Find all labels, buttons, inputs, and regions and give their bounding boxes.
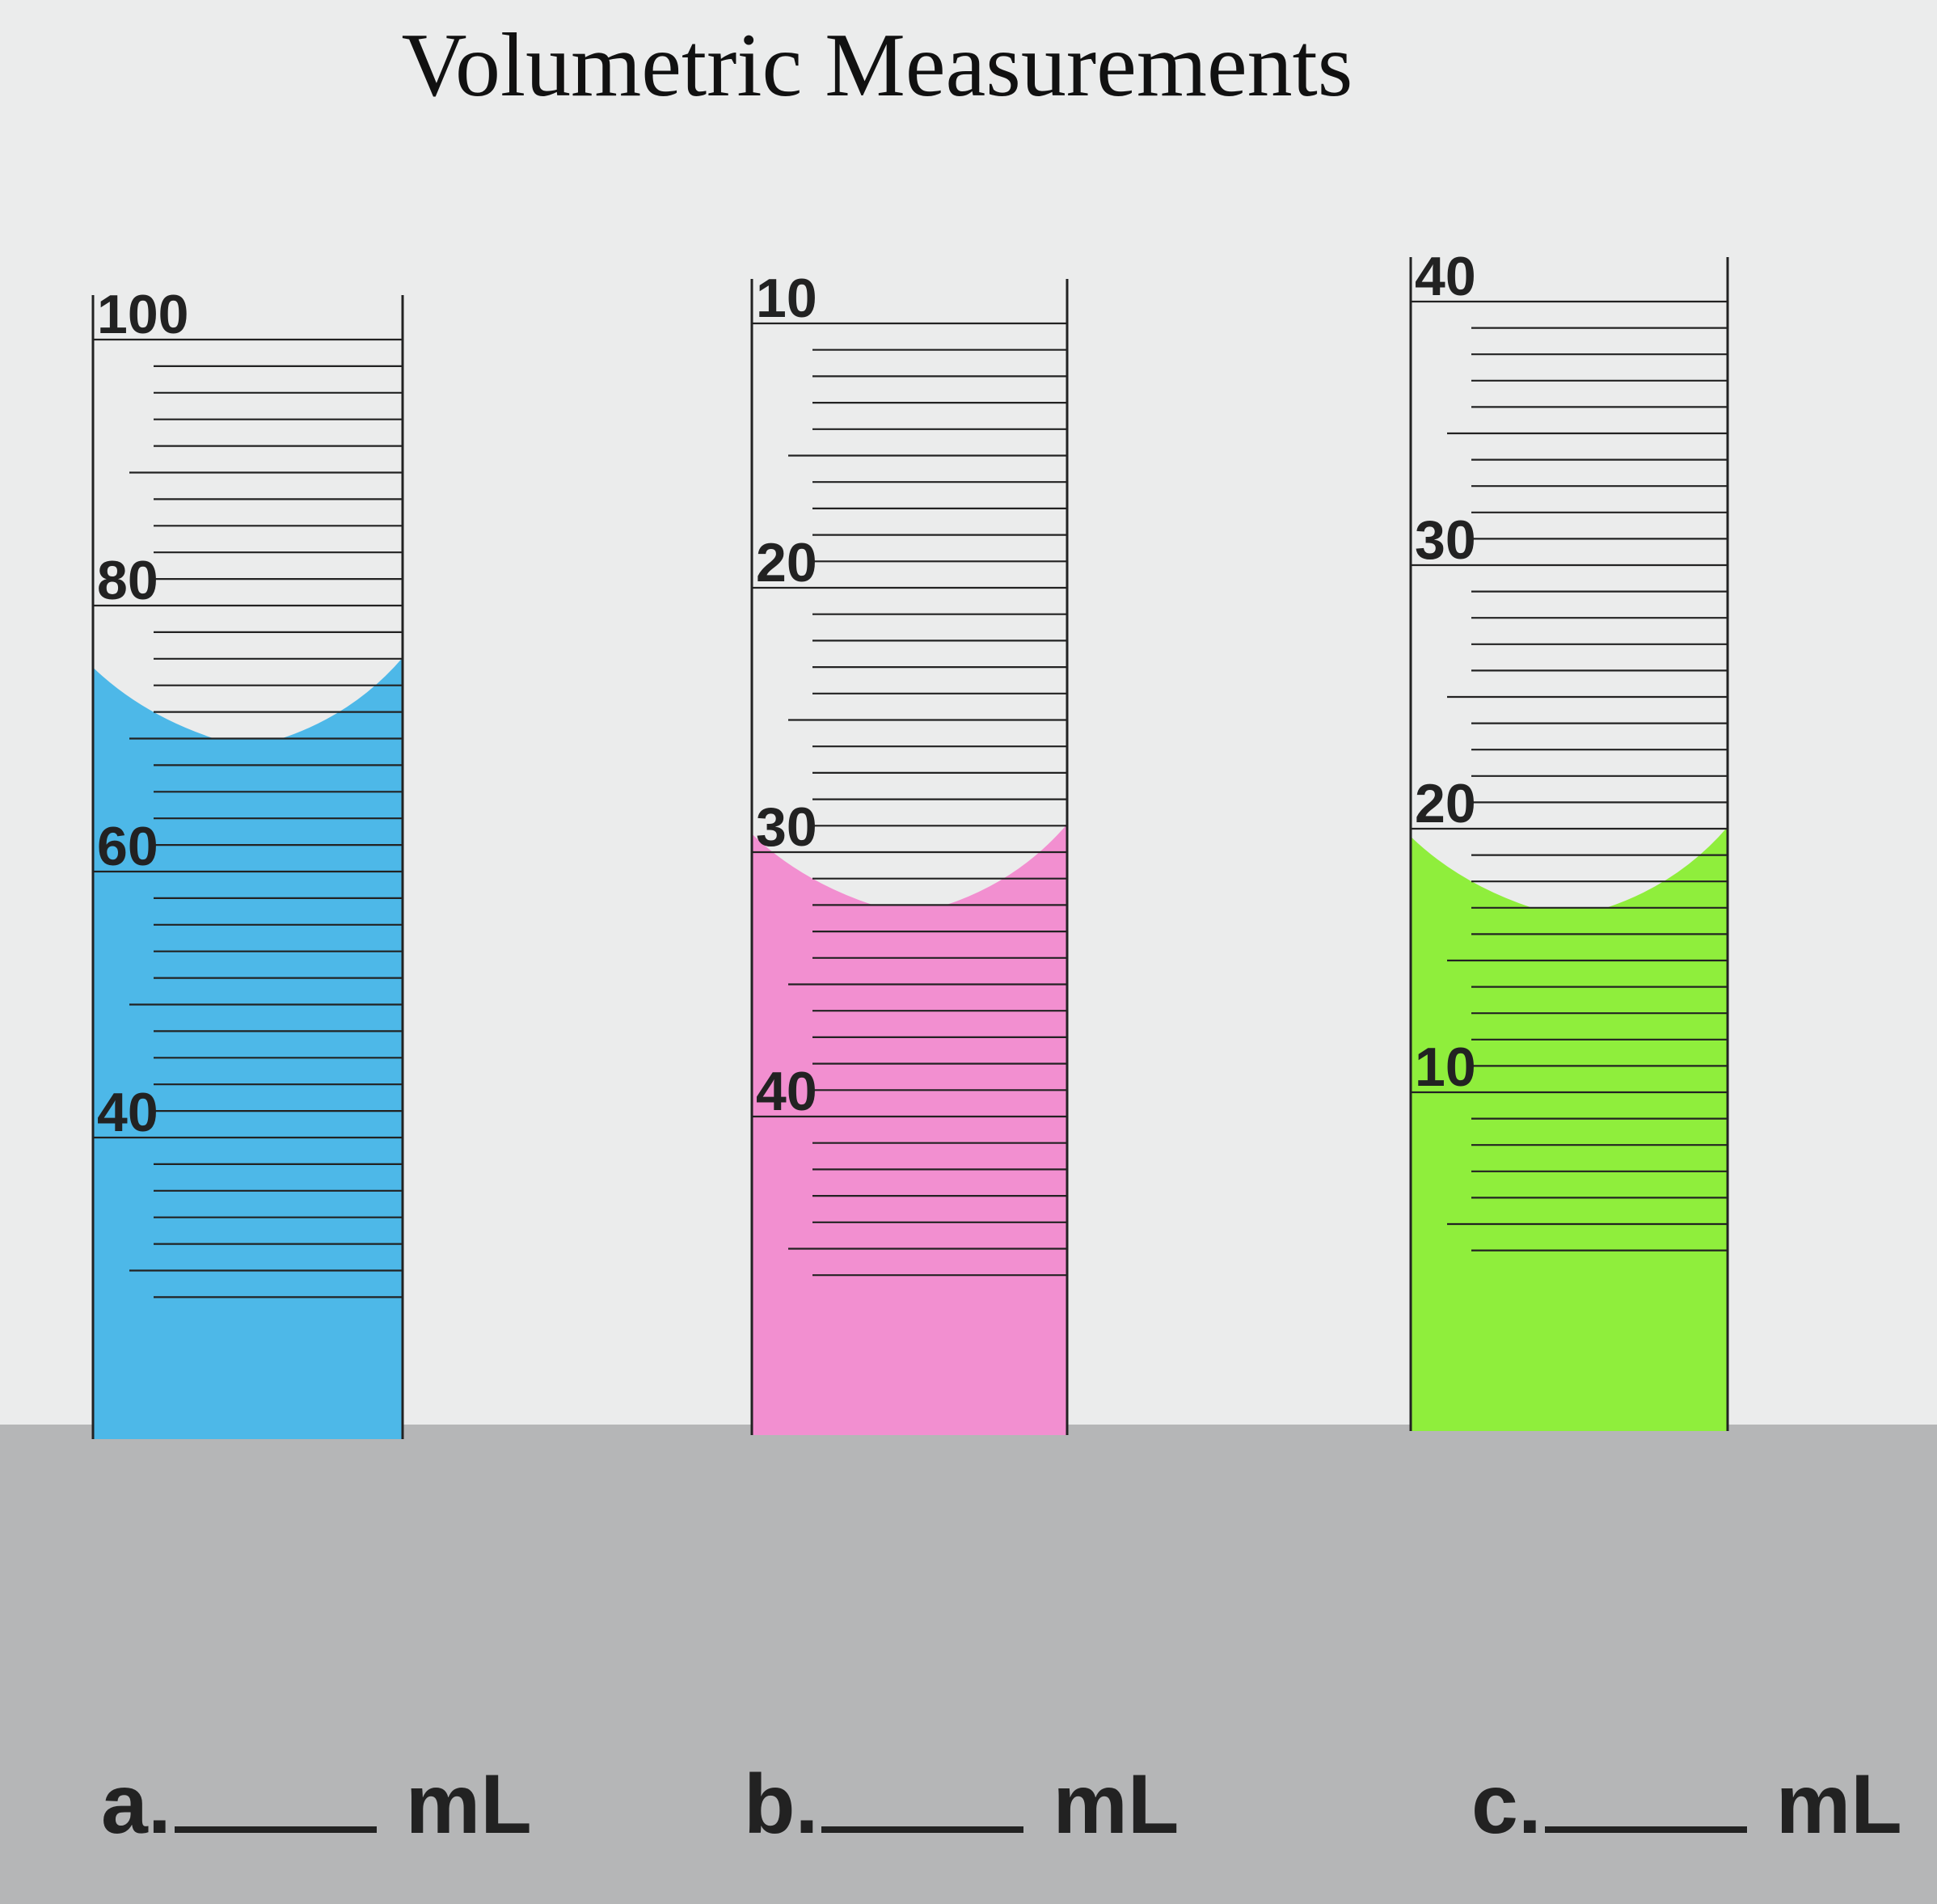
answer-a-unit: mL (405, 1758, 532, 1851)
cylinder-c-scale-label: 30 (1415, 509, 1476, 571)
liquid-b (752, 824, 1067, 1435)
cylinder-c-scale-label: 20 (1415, 773, 1476, 834)
cylinder-a-scale-label: 100 (97, 284, 188, 345)
answer-panel (0, 1425, 1937, 1904)
answer-c-blank[interactable] (1544, 1826, 1747, 1833)
answer-b-letter: b. (744, 1758, 819, 1851)
cylinder-a-scale-label: 80 (97, 550, 158, 611)
answer-c: c. mL (1471, 1763, 1902, 1847)
cylinder-b-scale-label: 40 (756, 1061, 817, 1122)
answer-c-letter: c. (1471, 1758, 1542, 1851)
answer-b: b. mL (744, 1763, 1179, 1847)
answer-b-blank[interactable] (821, 1826, 1024, 1833)
answer-a-blank[interactable] (174, 1826, 377, 1833)
answer-a: a. mL (101, 1763, 532, 1847)
answer-a-letter: a. (101, 1758, 171, 1851)
cylinder-b-scale-label: 30 (756, 796, 817, 858)
answer-c-unit: mL (1775, 1758, 1902, 1851)
cylinder-c-scale-label: 40 (1415, 246, 1476, 307)
cylinder-a-scale-label: 40 (97, 1082, 158, 1143)
cylinder-c-scale-label: 10 (1415, 1036, 1476, 1098)
cylinders-figure: 100 80 60 40 10 20 30 40 40 30 20 10 (91, 246, 1729, 1439)
cylinder-b-scale-label: 10 (756, 268, 817, 329)
liquid-a (93, 657, 403, 1439)
page-title: Volumetric Measurements (401, 15, 1353, 116)
cylinder-b-scale-label: 20 (756, 532, 817, 593)
cylinder-a-scale-label: 60 (97, 816, 158, 877)
answer-b-unit: mL (1053, 1758, 1180, 1851)
liquid-c (1411, 826, 1728, 1431)
